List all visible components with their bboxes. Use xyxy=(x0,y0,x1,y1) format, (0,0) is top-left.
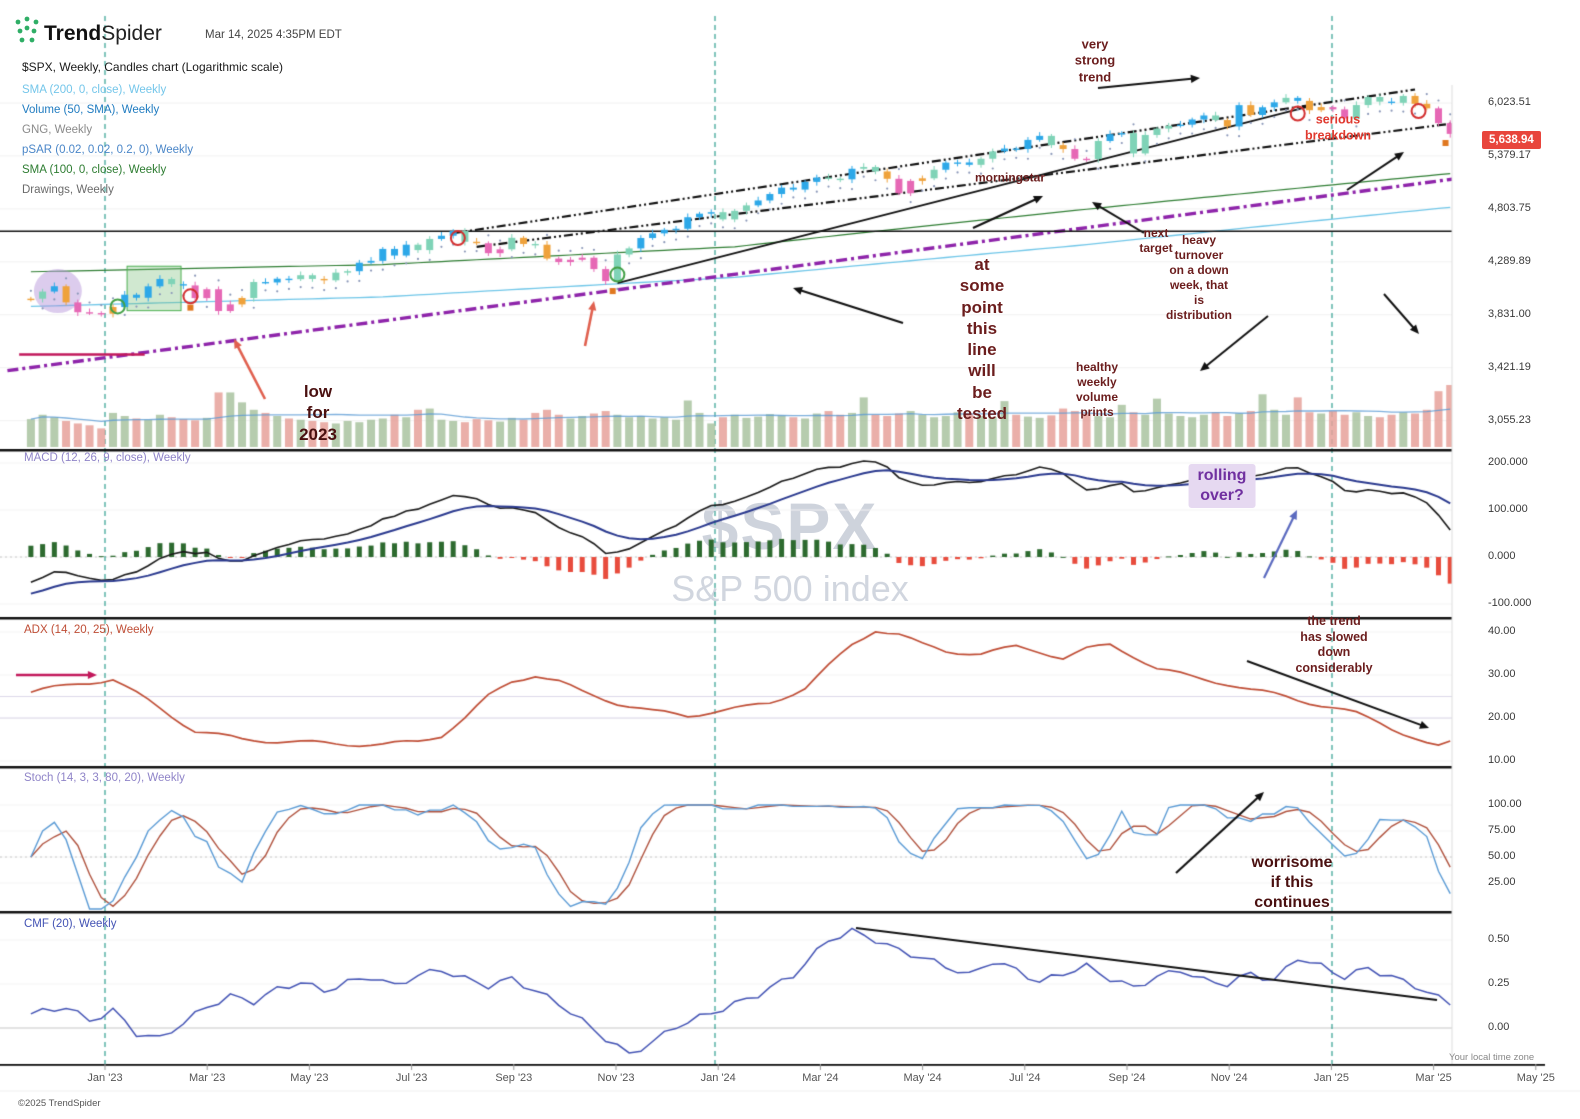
time-axis-label: Jan '23 xyxy=(87,1072,123,1084)
axis-tick-label: 0.000 xyxy=(1488,550,1516,562)
legend-item[interactable]: Drawings, Weekly xyxy=(22,184,114,196)
brand-light: Spider xyxy=(101,22,162,45)
time-axis-label: Sep '24 xyxy=(1108,1072,1146,1084)
axis-tick-label: 0.00 xyxy=(1488,1021,1510,1033)
brand-name[interactable]: TrendSpider xyxy=(44,22,162,46)
axis-tick-label: 20.00 xyxy=(1488,711,1516,723)
chart-annotation[interactable]: next target xyxy=(1139,226,1173,255)
trendspider-logo-icon xyxy=(15,16,39,43)
legend-item[interactable]: Volume (50, SMA), Weekly xyxy=(22,104,160,116)
chart-annotation[interactable]: serious breakdown xyxy=(1305,112,1371,142)
axis-tick-label: 0.50 xyxy=(1488,933,1510,945)
legend-item[interactable]: GNG, Weekly xyxy=(22,124,93,136)
chart-annotation[interactable]: at some point this line will be tested xyxy=(956,255,1008,423)
axis-tick-label: 3,421.19 xyxy=(1488,360,1531,373)
adx-panel-label[interactable]: ADX (14, 20, 25), Weekly xyxy=(24,624,154,636)
time-axis-label: Nov '23 xyxy=(597,1072,635,1084)
stoch-panel-label[interactable]: Stoch (14, 3, 3, 80, 20), Weekly xyxy=(24,772,185,784)
timezone-note[interactable]: Your local time zone xyxy=(1449,1052,1535,1063)
axis-tick-label: 10.00 xyxy=(1488,754,1516,766)
copyright: ©2025 TrendSpider xyxy=(18,1098,101,1109)
time-axis-label: Mar '23 xyxy=(189,1072,226,1084)
chart-annotation[interactable]: low for 2023 xyxy=(299,382,337,444)
time-axis-label: May '24 xyxy=(903,1072,942,1084)
time-axis-label: Sep '23 xyxy=(495,1072,533,1084)
axis-tick-label: 3,831.00 xyxy=(1488,307,1531,320)
brand-bold: Trend xyxy=(44,22,102,45)
time-axis-label: May '25 xyxy=(1516,1072,1555,1084)
axis-tick-label: 25.00 xyxy=(1488,876,1516,888)
time-axis-label: Nov '24 xyxy=(1210,1072,1248,1084)
chart-title[interactable]: $SPX, Weekly, Candles chart (Logarithmic… xyxy=(22,60,283,74)
chart-annotation[interactable]: the trend has slowed down considerably xyxy=(1295,613,1373,675)
timestamp: Mar 14, 2025 4:35PM EDT xyxy=(205,29,342,41)
axis-tick-label: 6,023.51 xyxy=(1488,96,1531,108)
axis-tick-label: -100.000 xyxy=(1488,597,1532,609)
axis-tick-label: 40.00 xyxy=(1488,625,1516,637)
axis-tick-label: 200.000 xyxy=(1488,456,1528,468)
cmf-panel-label[interactable]: CMF (20), Weekly xyxy=(24,918,117,930)
axis-tick-label: 100.000 xyxy=(1488,503,1528,515)
macd-panel-label[interactable]: MACD (12, 26, 9, close), Weekly xyxy=(24,452,191,464)
axis-tick-label: 5,379.17 xyxy=(1488,148,1531,161)
axis-tick-label: 4,289.89 xyxy=(1488,254,1531,267)
axis-tick-label: 30.00 xyxy=(1488,668,1516,680)
axis-tick-label: 4,803.75 xyxy=(1488,201,1531,214)
time-axis[interactable]: Jan '23 Mar '23 May '23 Jul '23 Sep '23 Nov '… xyxy=(0,1072,1580,1090)
time-axis-label: Jul '23 xyxy=(395,1072,428,1084)
chart-annotation[interactable]: healthy weekly volume prints xyxy=(1075,360,1119,419)
legend-item[interactable]: SMA (100, 0, close), Weekly xyxy=(22,164,167,176)
axis-tick-label: 75.00 xyxy=(1488,824,1516,836)
chart-annotation[interactable]: rolling over? xyxy=(1188,464,1256,508)
price-axis[interactable]: 6,023.51 5,379.17 4,803.75 4,289.89 3,831.00… xyxy=(1488,0,1580,1119)
last-price-badge: 5,638.94 xyxy=(1482,131,1541,149)
axis-tick-label: 3,055.23 xyxy=(1488,413,1531,426)
time-axis-label: Jan '24 xyxy=(700,1072,736,1084)
legend-item[interactable]: pSAR (0.02, 0.02, 0.2, 0), Weekly xyxy=(22,144,194,156)
time-axis-label: Jul '24 xyxy=(1009,1072,1041,1084)
chart-annotation[interactable]: very strong trend xyxy=(1074,36,1116,85)
axis-tick-label: 100.00 xyxy=(1488,798,1522,810)
time-axis-label: Mar '25 xyxy=(1415,1072,1452,1084)
legend-item[interactable]: SMA (200, 0, close), Weekly xyxy=(22,84,167,96)
axis-tick-label: 0.25 xyxy=(1488,977,1510,989)
time-axis-label: Jan '25 xyxy=(1313,1072,1349,1084)
axis-tick-label: 50.00 xyxy=(1488,850,1516,862)
chart-annotation[interactable]: heavy turnover on a down week, that is d… xyxy=(1166,233,1233,322)
chart-annotation[interactable]: morningstar xyxy=(974,170,1046,185)
time-axis-label: Mar '24 xyxy=(802,1072,839,1084)
time-axis-label: May '23 xyxy=(290,1072,329,1084)
chart-annotation[interactable]: worrisome if this continues xyxy=(1251,854,1333,911)
